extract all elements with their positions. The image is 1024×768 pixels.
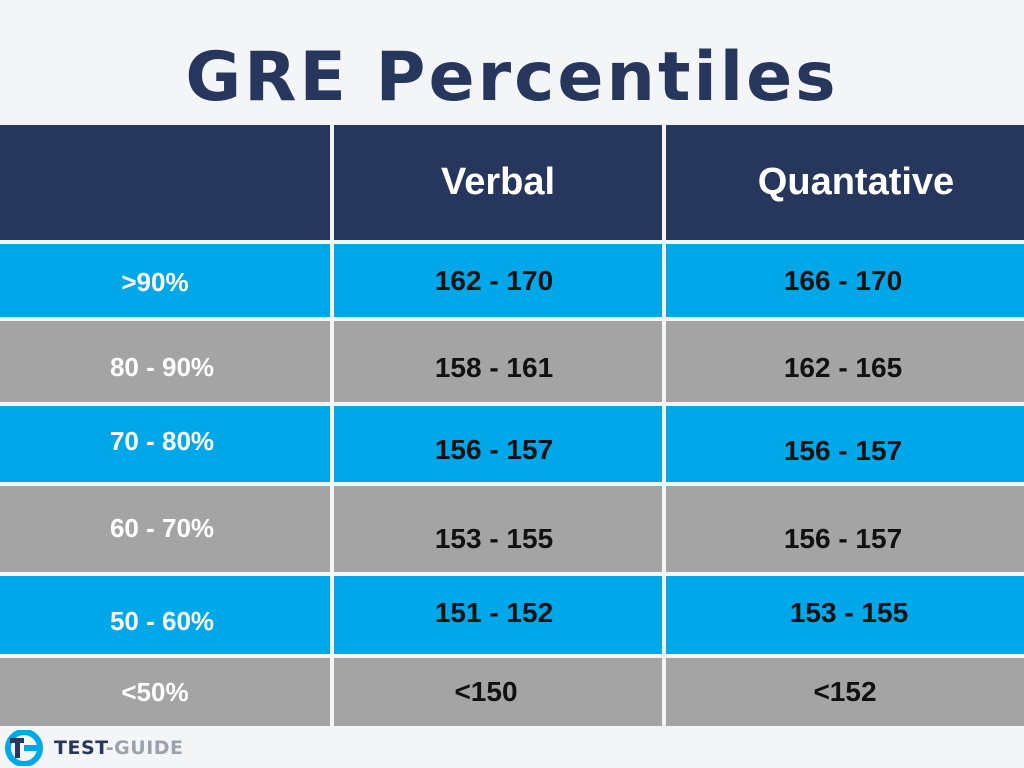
quant-value: 156 - 157 bbox=[666, 486, 1024, 572]
quant-value: <152 bbox=[666, 658, 1024, 726]
row-label: <50% bbox=[0, 658, 330, 726]
quant-value: 153 - 155 bbox=[666, 576, 1024, 654]
quant-value: 162 - 165 bbox=[666, 321, 1024, 402]
header-quantative: Quantative bbox=[666, 125, 1024, 240]
header-verbal: Verbal bbox=[334, 125, 662, 240]
verbal-value: <150 bbox=[334, 658, 662, 726]
brand-part-1: TEST bbox=[54, 737, 106, 759]
page-title: GRE Percentiles bbox=[185, 38, 839, 117]
header-empty-cell bbox=[0, 125, 330, 240]
tg-logo-icon bbox=[5, 730, 43, 766]
row-label: 50 - 60% bbox=[0, 576, 330, 654]
verbal-value: 162 - 170 bbox=[334, 244, 662, 317]
verbal-value: 151 - 152 bbox=[334, 576, 662, 654]
verbal-value: 158 - 161 bbox=[334, 321, 662, 402]
row-label: 60 - 70% bbox=[0, 486, 330, 572]
row-label: 80 - 90% bbox=[0, 321, 330, 402]
row-label: 70 - 80% bbox=[0, 406, 330, 482]
row-label: >90% bbox=[0, 244, 330, 317]
quant-value: 156 - 157 bbox=[666, 406, 1024, 482]
test-guide-logo: TEST-GUIDE bbox=[4, 730, 184, 766]
quant-value: 166 - 170 bbox=[666, 244, 1024, 317]
verbal-value: 156 - 157 bbox=[334, 406, 662, 482]
verbal-value: 153 - 155 bbox=[334, 486, 662, 572]
brand-part-2: -GUIDE bbox=[105, 737, 184, 759]
brand-name: TEST-GUIDE bbox=[54, 737, 184, 759]
